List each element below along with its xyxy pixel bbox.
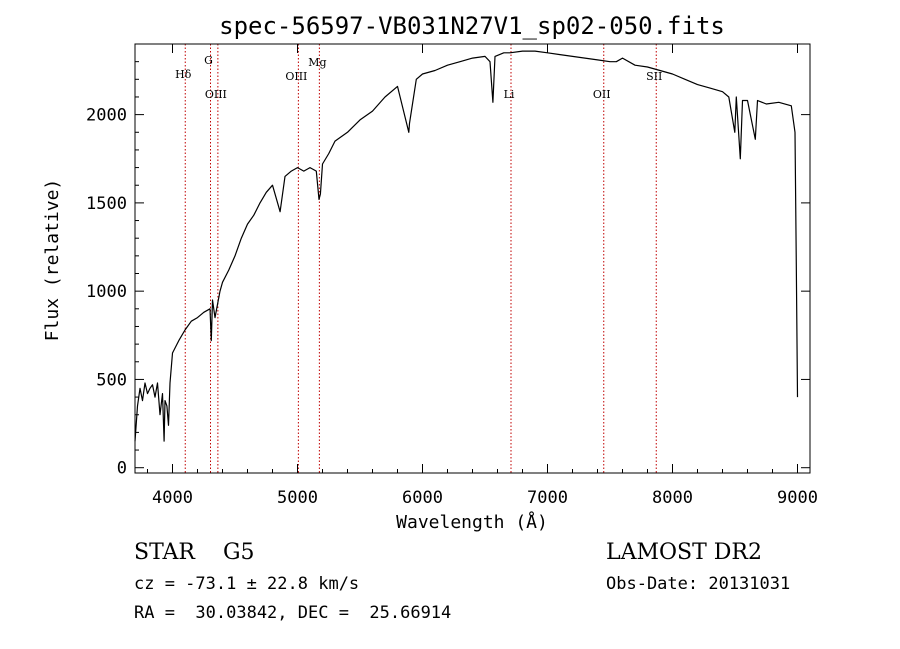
y-tick-label: 1000	[86, 282, 127, 302]
coordinates-label: RA = 30.03842, DEC = 25.66914	[134, 603, 452, 623]
spectrum-line	[134, 50, 799, 442]
x-tick-label: 7000	[527, 488, 568, 508]
line-marker-label: G	[204, 54, 213, 67]
y-tick-label: 2000	[86, 106, 127, 126]
line-marker-label: Mg	[308, 56, 326, 69]
plot-frame	[134, 43, 811, 474]
line-marker-label: OII	[593, 88, 611, 101]
y-axis-label: Flux (relative)	[42, 179, 63, 342]
x-tick-label: 9000	[777, 488, 818, 508]
x-axis-label: Wavelength (Å)	[396, 511, 548, 533]
obs-date-label: Obs-Date: 20131031	[606, 574, 791, 594]
y-tick-label: 0	[117, 459, 127, 479]
line-marker-label: SII	[646, 70, 662, 83]
x-tick-label: 8000	[652, 488, 693, 508]
survey-label: LAMOST DR2	[606, 540, 762, 565]
x-tick-label: 4000	[152, 488, 193, 508]
line-marker-label: Li	[504, 88, 515, 101]
x-tick-label: 5000	[277, 488, 318, 508]
x-tick-label: 6000	[402, 488, 443, 508]
redshift-label: cz = -73.1 ± 22.8 km/s	[134, 574, 360, 594]
class-label: STAR G5	[134, 540, 255, 565]
line-marker-label: OIII	[205, 88, 227, 101]
y-tick-label: 500	[96, 370, 127, 390]
line-marker-label: OIII	[285, 70, 307, 83]
chart-title: spec-56597-VB031N27V1_sp02-050.fits	[219, 12, 725, 40]
y-tick-label: 1500	[86, 194, 127, 214]
line-marker-label: Hδ	[175, 68, 192, 81]
